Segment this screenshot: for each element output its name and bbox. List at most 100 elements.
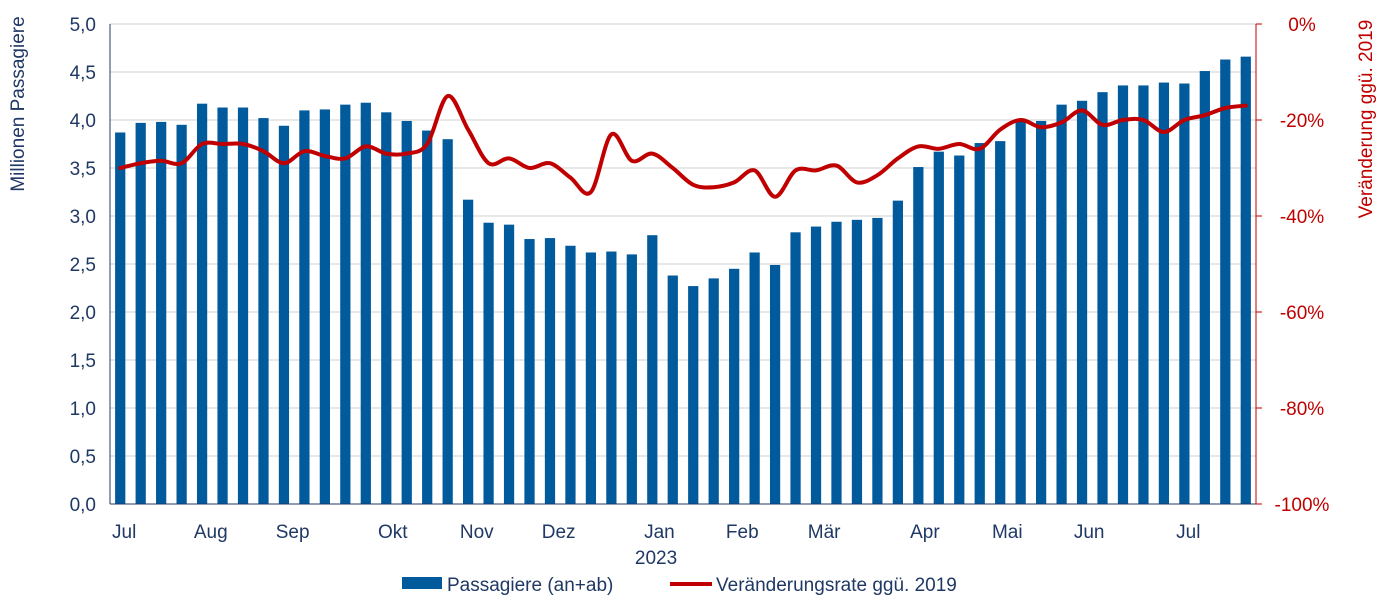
left-tick-label: 3,0 xyxy=(70,207,96,228)
left-tick-label: 2,0 xyxy=(70,303,96,324)
bar xyxy=(626,254,637,504)
right-axis-title: Veränderung ggü. 2019 xyxy=(1356,20,1377,219)
left-axis-title: Millionen Passagiere xyxy=(8,16,29,191)
bar xyxy=(442,139,453,504)
left-tick-label: 1,0 xyxy=(70,399,96,420)
legend-bar-label: Passagiere (an+ab) xyxy=(447,575,613,596)
right-tick-label: 0% xyxy=(1288,15,1316,36)
legend-bar-swatch xyxy=(402,577,442,589)
bar xyxy=(1015,120,1026,504)
x-tick-label: Feb xyxy=(726,522,759,543)
bar xyxy=(176,124,187,505)
bar xyxy=(360,102,371,504)
bar xyxy=(688,286,699,504)
year-label: 2023 xyxy=(635,548,677,569)
bar xyxy=(667,275,678,504)
x-tick-label: Dez xyxy=(542,522,576,543)
bar xyxy=(258,118,269,504)
bar xyxy=(299,110,310,505)
bar xyxy=(217,107,228,505)
bar xyxy=(319,109,330,504)
bar xyxy=(831,221,842,504)
right-tick-label: -100% xyxy=(1275,495,1330,516)
bar xyxy=(913,167,924,505)
bar xyxy=(381,112,392,504)
right-tick-label: -20% xyxy=(1280,111,1324,132)
left-tick-label: 0,0 xyxy=(70,495,96,516)
bar xyxy=(851,219,863,504)
bar xyxy=(422,130,433,504)
x-tick-label: Apr xyxy=(910,522,940,543)
bar xyxy=(115,132,126,505)
bar xyxy=(974,143,985,505)
bar xyxy=(892,200,903,504)
bar xyxy=(1199,71,1210,504)
left-tick-label: 0,5 xyxy=(70,447,96,468)
bar xyxy=(606,251,617,504)
bar xyxy=(749,252,760,504)
right-ticks: -100% -80% -60% -40% -20% 0% xyxy=(1256,15,1330,516)
bar xyxy=(995,141,1006,504)
bar xyxy=(463,199,474,504)
bar xyxy=(565,245,576,504)
bar xyxy=(1076,100,1088,505)
x-tick-label: Jan xyxy=(644,522,675,543)
bar xyxy=(401,120,412,505)
bar xyxy=(483,222,494,504)
bar xyxy=(810,226,822,504)
bar xyxy=(156,121,167,505)
bar xyxy=(524,239,535,505)
x-tick-label: Okt xyxy=(378,522,408,543)
bar xyxy=(1179,83,1190,505)
bar xyxy=(708,278,719,504)
bar xyxy=(135,122,146,504)
x-tick-label: Sep xyxy=(276,522,310,543)
bar xyxy=(729,268,740,504)
x-tick-label: Mär xyxy=(808,522,841,543)
bar xyxy=(237,107,249,505)
bar-series xyxy=(115,56,1251,505)
bar xyxy=(196,103,208,505)
left-tick-label: 4,0 xyxy=(70,111,96,132)
right-tick-label: -60% xyxy=(1280,303,1324,324)
bar xyxy=(647,235,658,504)
right-tick-label: -40% xyxy=(1280,207,1324,228)
x-tick-label: Jul xyxy=(112,522,136,543)
bar xyxy=(954,155,965,504)
bar xyxy=(585,252,597,504)
bar xyxy=(278,125,290,504)
bar xyxy=(1240,56,1251,504)
bar xyxy=(1056,104,1067,504)
left-tick-label: 4,5 xyxy=(70,63,96,84)
left-tick-label: 5,0 xyxy=(70,15,96,36)
bar xyxy=(1220,59,1231,505)
left-tick-label: 3,5 xyxy=(70,159,96,180)
bar xyxy=(769,264,781,504)
bar xyxy=(872,217,883,505)
bar xyxy=(1117,85,1129,504)
bar xyxy=(1138,85,1149,504)
bar xyxy=(544,238,556,504)
x-tick-label: Mai xyxy=(992,522,1023,543)
bar xyxy=(340,104,351,504)
right-tick-label: -80% xyxy=(1280,399,1324,420)
bar xyxy=(790,232,801,504)
legend-line-label: Veränderungsrate ggü. 2019 xyxy=(716,575,957,596)
x-tick-label: Jun xyxy=(1074,522,1105,543)
bar xyxy=(1158,82,1170,504)
x-tick-label: Aug xyxy=(194,522,228,543)
legend: Passagiere (an+ab) Veränderungsrate ggü.… xyxy=(402,575,957,596)
bar xyxy=(503,224,515,504)
x-tick-label: Nov xyxy=(460,522,494,543)
line-series xyxy=(118,94,1248,199)
bar xyxy=(1097,92,1108,504)
x-ticks: Jul Aug Sep Okt Nov Dez Jan Feb Mär Apr Mai Jun Jul xyxy=(112,522,1200,543)
left-tick-label: 1,5 xyxy=(70,351,96,372)
bar xyxy=(933,151,944,504)
left-ticks: 0,0 0,5 1,0 1,5 2,0 2,5 3,0 3,5 4,0 4,5 5,0 xyxy=(70,15,96,516)
change-rate-line xyxy=(118,94,1248,199)
bar xyxy=(1036,120,1047,505)
left-tick-label: 2,5 xyxy=(70,255,96,276)
axes xyxy=(109,24,1257,505)
